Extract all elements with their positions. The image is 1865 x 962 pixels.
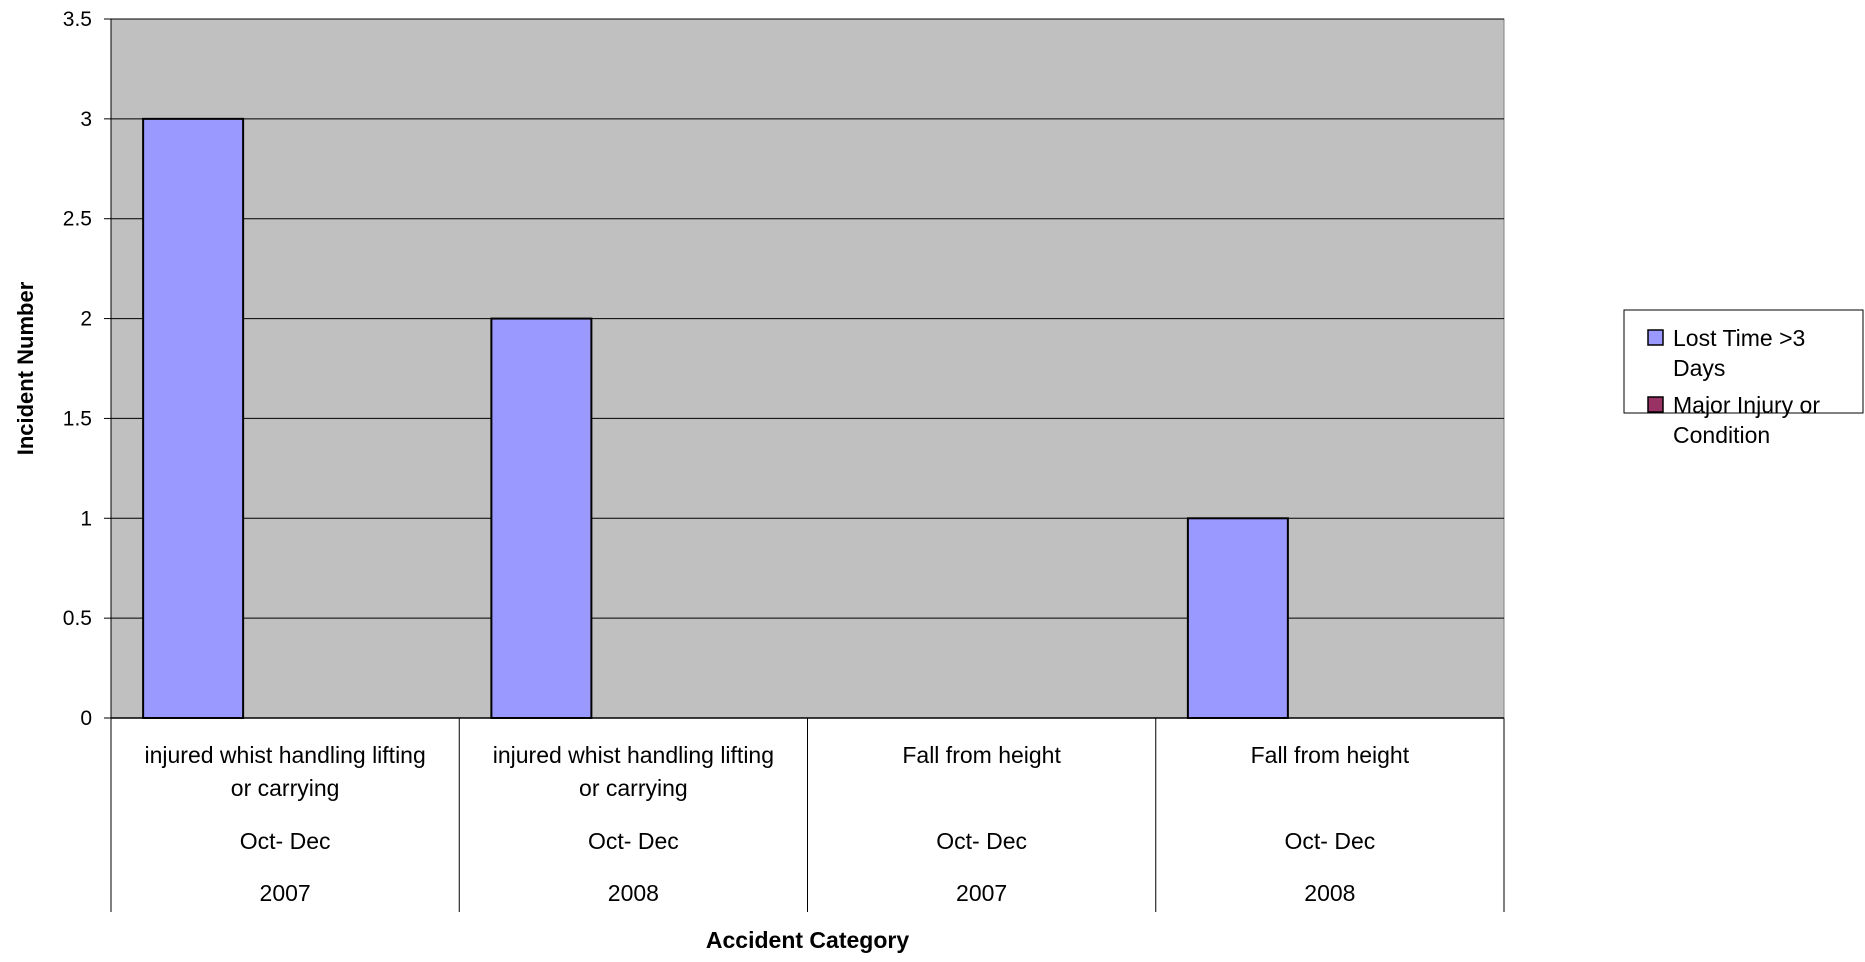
- category-label: or carrying: [579, 775, 688, 801]
- y-tick-label: 3: [80, 108, 92, 131]
- legend-box: [1623, 309, 1864, 414]
- category-year-label: 2007: [956, 880, 1007, 906]
- plot-area: [110, 18, 1505, 719]
- bar: [1186, 517, 1289, 719]
- category-year-label: 2007: [260, 880, 311, 906]
- category-label: injured whist handling lifting: [493, 742, 774, 768]
- legend-swatch: [1647, 396, 1664, 413]
- bar: [490, 317, 593, 719]
- category-year-label: 2008: [1304, 880, 1355, 906]
- category-period-label: Oct- Dec: [588, 828, 679, 854]
- legend-label: Lost Time >3: [1673, 325, 1805, 351]
- y-tick-label: 2.5: [63, 208, 92, 231]
- y-tick-label: 0.5: [63, 607, 92, 630]
- legend-label: Days: [1673, 355, 1725, 381]
- category-period-label: Oct- Dec: [240, 828, 331, 854]
- bar: [142, 117, 245, 720]
- y-tick-label: 1: [80, 507, 92, 530]
- legend-label: Condition: [1673, 422, 1770, 448]
- category-label: injured whist handling lifting: [144, 742, 425, 768]
- y-tick-label: 0: [80, 707, 92, 730]
- y-tick-label: 1.5: [63, 407, 92, 430]
- category-period-label: Oct- Dec: [1285, 828, 1376, 854]
- category-label: or carrying: [231, 775, 340, 801]
- y-tick-label: 2: [80, 308, 92, 331]
- y-axis-title: Incident Number: [13, 281, 38, 455]
- legend-swatch: [1647, 329, 1664, 346]
- category-label: Fall from height: [902, 742, 1061, 768]
- category-period-label: Oct- Dec: [936, 828, 1027, 854]
- category-year-label: 2008: [608, 880, 659, 906]
- legend-label: Major Injury or: [1673, 392, 1820, 418]
- y-tick-label: 3.5: [63, 8, 92, 31]
- category-label: Fall from height: [1251, 742, 1410, 768]
- x-axis-title: Accident Category: [706, 927, 909, 953]
